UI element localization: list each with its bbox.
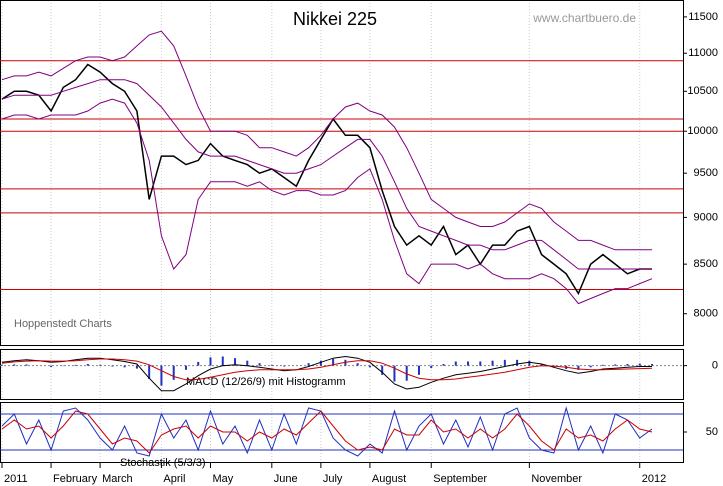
y-tick-label: 0 [712, 360, 718, 372]
histogram-bar [172, 365, 175, 380]
y-tick-label: 9000 [694, 211, 718, 223]
x-tick-label: September [433, 473, 487, 485]
histogram-bar [577, 365, 580, 370]
histogram-bar [467, 361, 470, 366]
histogram-bar [123, 365, 126, 368]
series-line [1, 355, 652, 392]
y-tick-label: 10500 [687, 85, 718, 97]
series-line [1, 406, 653, 457]
histogram-bar [503, 359, 506, 366]
series-line [1, 98, 653, 305]
x-tick-label: February [53, 473, 98, 485]
y-tick-label: 8500 [694, 258, 718, 270]
series-line [1, 410, 653, 454]
histogram-bar [651, 364, 653, 366]
histogram-bar [13, 364, 16, 366]
histogram-bar [479, 361, 482, 366]
series-line [1, 79, 652, 270]
histogram-bar [319, 360, 322, 366]
histogram-bar [540, 364, 543, 366]
x-tick-label: May [212, 473, 233, 485]
histogram-bar [111, 365, 114, 367]
x-tick-label: August [372, 473, 406, 485]
histogram-bar [74, 364, 77, 366]
histogram-bar [614, 364, 617, 366]
histogram-bar [332, 359, 335, 366]
histogram-bar [405, 365, 408, 381]
y-tick-label: 11000 [688, 47, 718, 59]
histogram-bar [270, 364, 273, 366]
x-tick-label: April [163, 473, 185, 485]
histogram-bar [86, 364, 89, 366]
series-line [1, 30, 652, 251]
series-line [1, 63, 652, 296]
x-tick-label: November [531, 473, 582, 485]
x-tick-label: June [274, 473, 298, 485]
y-tick-label: 8000 [694, 308, 718, 320]
histogram-bar [184, 365, 187, 370]
histogram-bar [307, 363, 310, 366]
histogram-bar [258, 363, 261, 366]
histogram-bar [283, 365, 286, 367]
x-tick-label: 2011 [4, 473, 28, 485]
histogram-bar [50, 365, 53, 367]
chart-title: Nikkei 225 [293, 9, 377, 29]
histogram-bar [589, 365, 592, 368]
x-tick-label: March [102, 473, 133, 485]
histogram-bar [234, 358, 237, 366]
histogram-bar [1, 364, 3, 366]
histogram-bar [516, 359, 519, 366]
histogram-bar [25, 364, 28, 366]
y-tick-label: 9500 [694, 167, 718, 179]
panel-title: MACD (12/26/9) mit Histogramm [186, 376, 346, 388]
histogram-bar [368, 365, 371, 368]
histogram-bar [356, 363, 359, 366]
y-tick-label: 50 [706, 426, 718, 438]
histogram-bar [454, 361, 457, 366]
histogram-bar [99, 364, 102, 366]
histogram-bar [246, 360, 249, 366]
histogram-bar [442, 364, 445, 366]
histogram-bar [638, 363, 641, 366]
histogram-bar [381, 365, 384, 375]
x-tick-label: July [323, 473, 343, 485]
panel-frame [0, 0, 684, 346]
histogram-bar [491, 360, 494, 366]
histogram-bar [221, 356, 224, 366]
annotation: Hoppenstedt Charts [14, 318, 112, 330]
y-tick-label: 10000 [687, 125, 718, 137]
series-line [1, 358, 653, 381]
histogram-bar [601, 364, 604, 366]
histogram-bar [160, 365, 163, 386]
histogram-bar [417, 365, 420, 375]
histogram-bar [393, 365, 396, 382]
histogram-bar [430, 365, 433, 369]
y-tick-label: 11500 [688, 11, 718, 23]
histogram-bar [209, 357, 212, 366]
histogram-bar [135, 365, 138, 369]
histogram-bar [197, 361, 200, 366]
histogram-bar [528, 360, 531, 366]
histogram-bar [626, 364, 629, 366]
panel-frame [0, 349, 684, 400]
subtitle: www.chartbuero.de [532, 11, 636, 25]
x-tick-label: 2012 [642, 473, 666, 485]
histogram-bar [148, 365, 151, 379]
